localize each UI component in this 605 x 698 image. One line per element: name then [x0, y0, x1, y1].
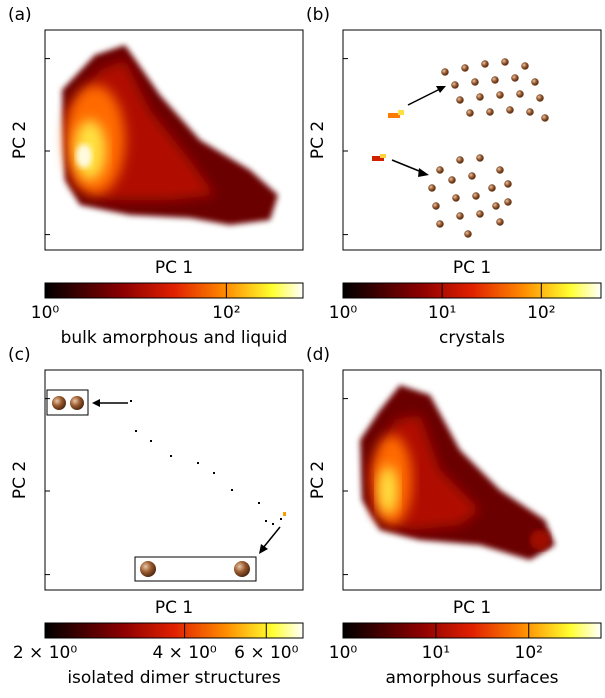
colorbar-label: isolated dimer structures: [67, 668, 281, 688]
y-axis-label: PC 2: [10, 461, 30, 499]
colorbar-tick-label: 4 × 10⁰: [152, 643, 216, 663]
panel-label: (c): [8, 345, 31, 365]
colorbar-tick-label: 10⁰: [329, 303, 358, 323]
colorbar: [44, 282, 304, 299]
colorbar-label: crystals: [439, 328, 505, 348]
plot-frame: [44, 29, 304, 251]
colorbar-tick-label: 10²: [212, 303, 240, 323]
colorbar-tick-label: 10²: [527, 303, 555, 323]
panel-label: (b): [306, 5, 330, 25]
colorbar-tick-label: 6 × 10⁰: [234, 643, 298, 663]
plot-frame: [342, 29, 602, 251]
colorbar-tick-label: 2 × 10⁰: [13, 643, 77, 663]
colorbar: [342, 622, 602, 639]
crystal-illustration: [372, 58, 549, 238]
plot-frame: [342, 369, 602, 591]
colorbar-label: amorphous surfaces: [385, 668, 558, 688]
colorbar: [342, 282, 602, 299]
dimer-illustration: [46, 389, 286, 582]
y-axis-label: PC 2: [10, 121, 30, 159]
x-axis-label: PC 1: [453, 598, 491, 618]
x-axis-label: PC 1: [155, 258, 193, 278]
x-axis-label: PC 1: [453, 258, 491, 278]
colorbar-label: bulk amorphous and liquid: [61, 328, 288, 348]
density-cloud: [62, 45, 278, 225]
colorbar-tick-label: 10¹: [428, 303, 456, 323]
y-axis-label: PC 2: [308, 461, 328, 499]
panel-label: (a): [8, 5, 32, 25]
density-cloud: [360, 385, 555, 560]
colorbar-tick-label: 10⁰: [329, 643, 358, 663]
colorbar: [44, 622, 304, 639]
colorbar-tick-label: 10⁰: [31, 303, 60, 323]
colorbar-tick-label: 10²: [515, 643, 543, 663]
colorbar-tick-label: 10¹: [422, 643, 450, 663]
plot-frame: [44, 369, 304, 591]
x-axis-label: PC 1: [155, 598, 193, 618]
y-axis-label: PC 2: [308, 121, 328, 159]
panel-label: (d): [306, 345, 330, 365]
